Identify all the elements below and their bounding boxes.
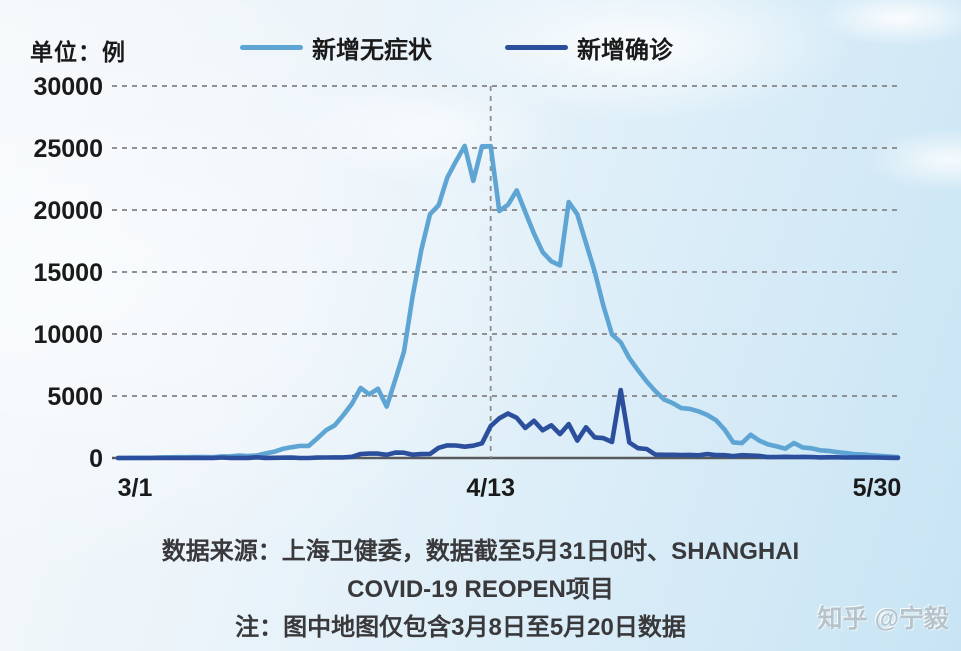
legend-line-asymptomatic-icon xyxy=(240,44,303,50)
x-tick-label: 5/30 xyxy=(853,474,902,502)
footnote-line-note: 注：图中地图仅包含3月8日至5月20日数据 xyxy=(235,614,686,641)
x-tick-label: 4/13 xyxy=(466,474,515,502)
legend-label-confirmed: 新增确诊 xyxy=(577,36,673,64)
legend-line-confirmed-icon xyxy=(505,44,568,50)
watermark: 知乎 @宁毅 xyxy=(817,605,949,633)
y-tick-label: 20000 xyxy=(33,197,103,225)
legend-item-confirmed: 新增确诊 xyxy=(505,33,673,64)
footnote-line-project: COVID-19 REOPEN项目 xyxy=(347,576,614,603)
y-tick-label: 30000 xyxy=(33,73,103,101)
legend-item-asymptomatic: 新增无症状 xyxy=(240,33,432,64)
series-line-asymptomatic xyxy=(115,143,901,461)
x-tick-label: 3/1 xyxy=(118,474,153,502)
chart-footnote: 数据来源：上海卫健委，数据截至5月31日0时、SHANGHAI COVID-19… xyxy=(0,533,961,647)
y-tick-label: 10000 xyxy=(33,321,103,349)
y-tick-label: 15000 xyxy=(33,259,103,287)
legend-label-asymptomatic: 新增无症状 xyxy=(312,36,432,64)
series-line-confirmed xyxy=(115,387,901,461)
y-tick-label: 5000 xyxy=(47,383,103,411)
y-tick-label: 25000 xyxy=(33,135,103,163)
y-tick-label: 0 xyxy=(89,445,103,473)
footnote-line-source: 数据来源：上海卫健委，数据截至5月31日0时、SHANGHAI xyxy=(161,538,800,565)
unit-label: 单位：例 xyxy=(30,39,126,65)
